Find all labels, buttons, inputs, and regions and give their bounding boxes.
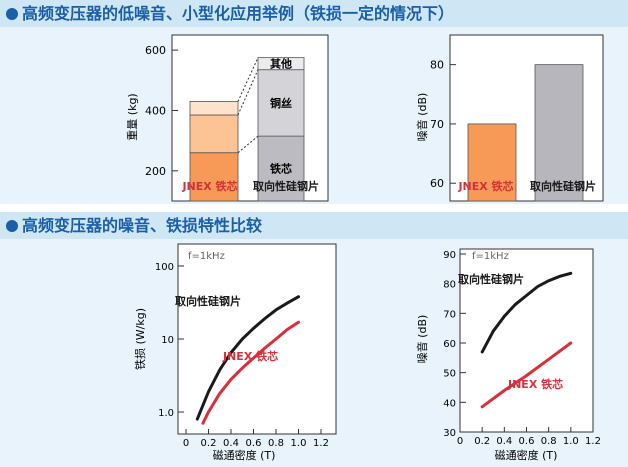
- section-header-1: 高频变压器的低噪音、小型化应用举例（铁损一定的情况下）: [0, 0, 628, 27]
- x-axis-label: 磁通密度 (T): [213, 448, 276, 462]
- y-tick-label: 600: [145, 44, 166, 57]
- x-tick-label: 1.0: [563, 436, 579, 447]
- x-tick-label: 0.6: [519, 436, 535, 447]
- category-label: JNEX 铁芯: [457, 179, 513, 193]
- y-tick-label: 1.0: [158, 408, 174, 419]
- series-label-jnex: JNEX 铁芯: [222, 349, 278, 363]
- frequency-note: f=1kHz: [472, 251, 509, 262]
- y-tick-label: 80: [430, 59, 444, 72]
- series-label-jnex: JNEX 铁芯: [507, 377, 563, 391]
- category-label: JNEX 铁芯: [181, 179, 237, 193]
- x-tick-label: 1.2: [313, 438, 329, 449]
- section-title-2: 高频变压器的噪音、铁损特性比较: [22, 216, 263, 235]
- noise-bar-chart: 60 70 80 噪音 (dB) JNEX 铁芯 取向性硅钢片: [415, 34, 604, 202]
- y-tick-label: 10: [161, 335, 174, 346]
- x-tick-label: 0.4: [223, 438, 239, 449]
- x-axis-label: 磁通密度 (T): [495, 448, 558, 462]
- y-tick-label: 100: [155, 262, 174, 273]
- x-tick-label: 0.8: [268, 438, 284, 449]
- x-tick-label: 0.2: [201, 438, 217, 449]
- frequency-note: f=1kHz: [188, 251, 225, 262]
- y-tick-label: 90: [443, 250, 456, 261]
- segment-label: 铁芯: [270, 162, 292, 176]
- segment-label: 其他: [270, 57, 292, 71]
- y-tick-label: 30: [443, 428, 456, 439]
- series-line-1: [201, 320, 300, 425]
- segment-label: 铜丝: [269, 96, 292, 110]
- bar-segment-silicon-1: [257, 69, 305, 137]
- y-tick-label: 70: [443, 309, 456, 320]
- y-tick-label: 60: [443, 339, 456, 350]
- y-tick-label: 40: [443, 398, 456, 409]
- x-tick-label: 1.0: [291, 438, 307, 449]
- bullet-icon: [6, 220, 18, 232]
- series-line-0: [480, 271, 573, 354]
- y-tick-label: 400: [145, 104, 166, 117]
- connector-line: [237, 135, 259, 154]
- x-tick-label: 0.6: [246, 438, 262, 449]
- x-tick-label: 0: [183, 438, 189, 449]
- noise-bar-0: [467, 123, 517, 202]
- category-label: 取向性硅钢片: [253, 179, 319, 193]
- weight-chart: 200 400 600 重量 (kg) 铁芯 铜丝 其他 JNEX 铁芯 取向性硅钢片: [125, 34, 329, 202]
- y-tick-label: 80: [443, 280, 456, 291]
- y-tick-label: 50: [443, 369, 456, 380]
- plot-frame: [459, 248, 594, 433]
- bar-segment-silicon-0: [257, 135, 305, 202]
- x-tick-label: 0: [457, 436, 463, 447]
- bar-segment-jnex-2: [189, 101, 239, 116]
- series-label-silicon: 取向性硅钢片: [458, 272, 524, 286]
- section-header-2: 高频变压器的噪音、铁损特性比较: [0, 212, 628, 239]
- y-axis-label: 噪音 (dB): [415, 93, 429, 142]
- bullet-icon: [6, 8, 18, 20]
- series-line-0: [195, 295, 300, 421]
- x-tick-label: 0.4: [496, 436, 512, 447]
- x-tick-label: 1.2: [585, 436, 601, 447]
- category-label: 取向性硅钢片: [530, 179, 596, 193]
- iron-loss-chart: 1.0 10 100 0 0.2 0.4 0.6 0.8 1.0 1.2 f=1kHz 取向性硅钢…: [133, 243, 337, 462]
- y-axis-label: 铁损 (W/kg): [133, 308, 147, 370]
- noise-line-chart: 30 40 50 60 70 80 90 0 0.2 0.4 0.6 0.8 1.0 1.2 f=1kHz…: [415, 248, 601, 462]
- section-title-1: 高频变压器的低噪音、小型化应用举例（铁损一定的情况下）: [22, 4, 455, 23]
- y-axis-label: 噪音 (dB): [415, 315, 429, 364]
- y-axis-label: 重量 (kg): [125, 93, 139, 140]
- noise-bar-1: [534, 64, 584, 202]
- connector-line: [237, 69, 259, 116]
- y-tick-label: 70: [430, 118, 444, 131]
- x-tick-label: 0.8: [541, 436, 557, 447]
- y-tick-label: 200: [145, 165, 166, 178]
- bar-segment-jnex-0: [189, 152, 239, 202]
- series-label-silicon: 取向性硅钢片: [175, 294, 241, 308]
- x-tick-label: 0.2: [474, 436, 490, 447]
- bar-segment-jnex-1: [189, 114, 239, 154]
- connector-line: [237, 57, 259, 102]
- bar-segment-silicon-2: [257, 57, 305, 71]
- y-tick-label: 60: [430, 177, 444, 190]
- series-line-1: [480, 341, 573, 409]
